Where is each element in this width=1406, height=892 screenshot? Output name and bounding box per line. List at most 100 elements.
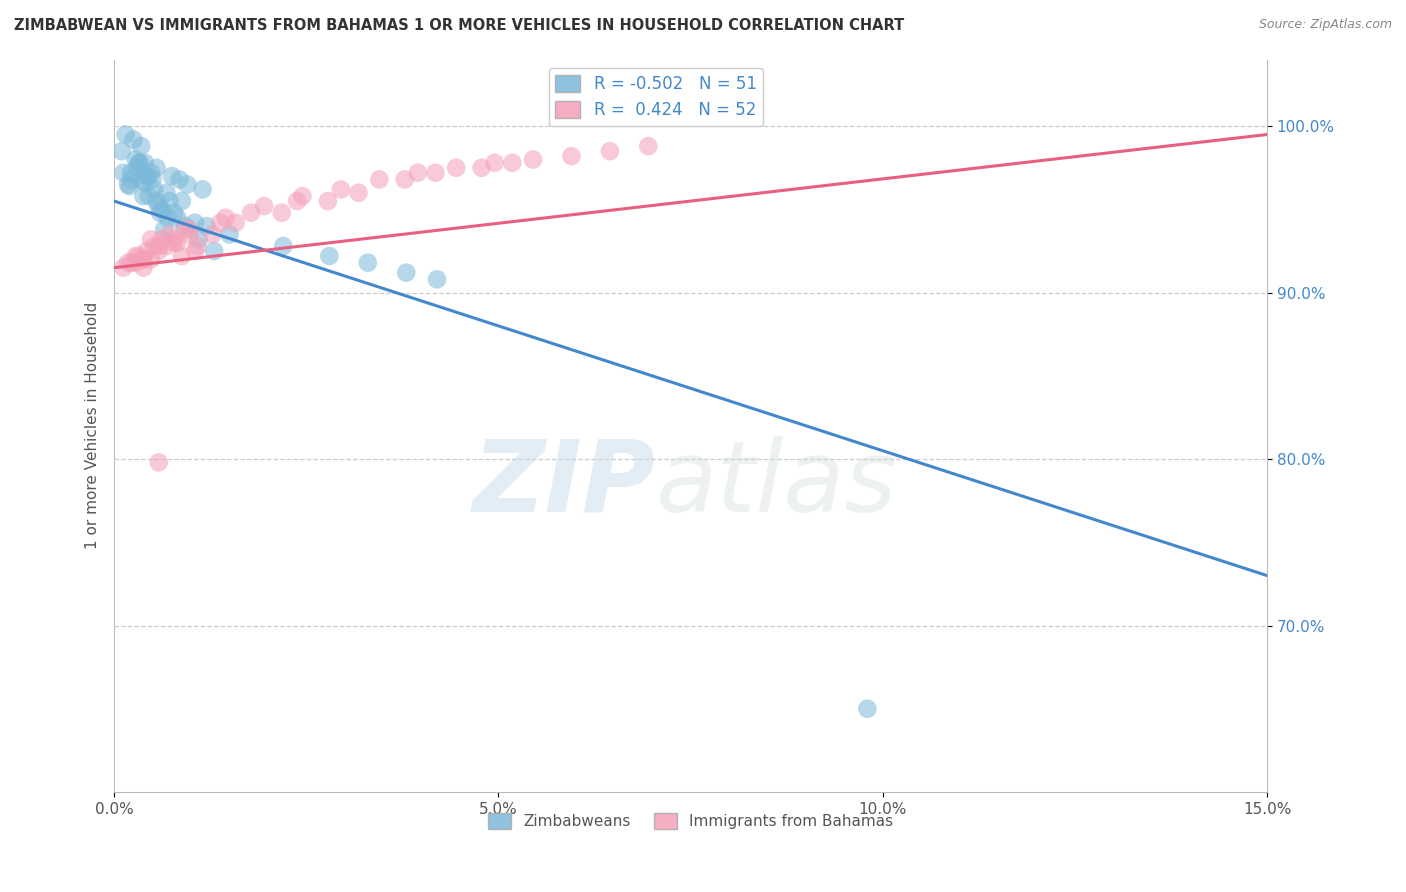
Point [120,255,142,269]
Point [166,211,188,225]
Point [174,222,197,236]
Point [174,219,197,233]
Point [134,156,156,170]
Point [135,169,157,183]
Point [318,249,340,263]
Point [114,128,136,142]
Point [179,222,201,236]
Point [176,178,198,192]
Point [285,194,308,208]
Point [291,189,314,203]
Point [142,172,165,186]
Point [148,455,170,469]
Point [425,166,447,180]
Point [129,139,152,153]
Point [135,244,157,258]
Point [148,199,170,213]
Point [522,153,544,167]
Point [117,255,139,269]
Point [149,205,172,219]
Point [127,161,149,175]
Point [166,235,188,250]
Point [179,227,201,242]
Point [347,186,370,200]
Point [253,199,276,213]
Point [132,260,155,275]
Point [128,249,150,263]
Point [184,244,207,258]
Point [225,216,247,230]
Point [426,272,449,286]
Point [148,239,170,253]
Point [136,169,159,183]
Y-axis label: 1 or more Vehicles in Household: 1 or more Vehicles in Household [86,302,100,549]
Point [501,156,523,170]
Point [186,239,208,253]
Point [160,169,183,183]
Point [118,179,141,194]
Point [195,219,218,233]
Point [148,244,170,258]
Point [112,166,135,180]
Point [184,216,207,230]
Point [150,232,173,246]
Point [159,227,181,242]
Point [125,153,148,167]
Point [170,194,193,208]
Legend: Zimbabweans, Immigrants from Bahamas: Zimbabweans, Immigrants from Bahamas [482,807,898,836]
Text: ZIMBABWEAN VS IMMIGRANTS FROM BAHAMAS 1 OR MORE VEHICLES IN HOUSEHOLD CORRELATIO: ZIMBABWEAN VS IMMIGRANTS FROM BAHAMAS 1 … [14,18,904,33]
Point [599,144,621,158]
Point [368,172,391,186]
Point [316,194,339,208]
Point [112,260,135,275]
Point [329,182,352,196]
Point [214,211,236,225]
Point [856,702,879,716]
Point [163,205,186,219]
Point [637,139,659,153]
Point [132,252,155,267]
Point [201,227,224,242]
Point [132,252,155,267]
Point [406,166,429,180]
Point [132,189,155,203]
Point [139,232,162,246]
Point [145,194,167,208]
Text: ZIP: ZIP [472,436,657,533]
Point [163,235,186,250]
Point [128,156,150,170]
Point [191,182,214,196]
Point [169,172,191,186]
Point [122,132,145,146]
Point [218,227,240,242]
Point [138,189,160,203]
Point [187,232,209,246]
Point [145,161,167,175]
Point [163,232,186,246]
Point [484,156,506,170]
Point [357,255,380,269]
Point [143,239,166,253]
Point [125,255,148,269]
Point [240,205,263,219]
Point [202,244,225,258]
Point [271,239,294,253]
Point [139,166,162,180]
Point [120,166,142,180]
Point [125,249,148,263]
Point [134,176,156,190]
Point [156,211,179,225]
Point [128,156,150,170]
Text: atlas: atlas [657,436,897,533]
Point [270,205,292,219]
Point [159,194,181,208]
Point [155,186,177,200]
Point [395,266,418,280]
Point [143,182,166,196]
Point [150,202,173,217]
Point [209,216,232,230]
Point [111,144,134,158]
Point [155,239,177,253]
Point [129,172,152,186]
Point [560,149,582,163]
